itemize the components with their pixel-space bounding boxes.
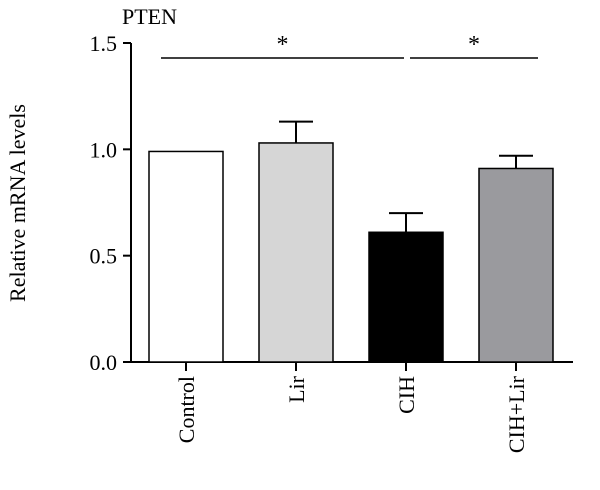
x-tick-label: CIH <box>394 376 419 414</box>
x-tick-label: Lir <box>284 375 309 403</box>
x-tick-label: Control <box>174 376 199 443</box>
error-bars <box>279 120 533 233</box>
bar <box>258 142 334 363</box>
y-axis-label: Relative mRNA levels <box>5 104 30 302</box>
bar <box>148 150 224 363</box>
significance-star: * <box>277 32 289 58</box>
x-tick-label: CIH+Lir <box>504 375 529 453</box>
y-tick-label: 1.0 <box>90 137 118 162</box>
chart-title: PTEN <box>122 4 177 29</box>
y-tick-label: 0.0 <box>90 350 118 375</box>
significance-star: * <box>468 32 480 58</box>
bar <box>478 167 554 363</box>
x-ticks: Control Lir CIH CIH+Lir <box>174 362 529 453</box>
y-ticks: 0.0 0.5 1.0 1.5 <box>90 31 131 375</box>
bar <box>368 231 444 363</box>
y-tick-label: 0.5 <box>90 244 118 269</box>
significance-markers: * * <box>161 32 538 59</box>
bars <box>148 142 554 363</box>
y-tick-label: 1.5 <box>90 31 118 56</box>
